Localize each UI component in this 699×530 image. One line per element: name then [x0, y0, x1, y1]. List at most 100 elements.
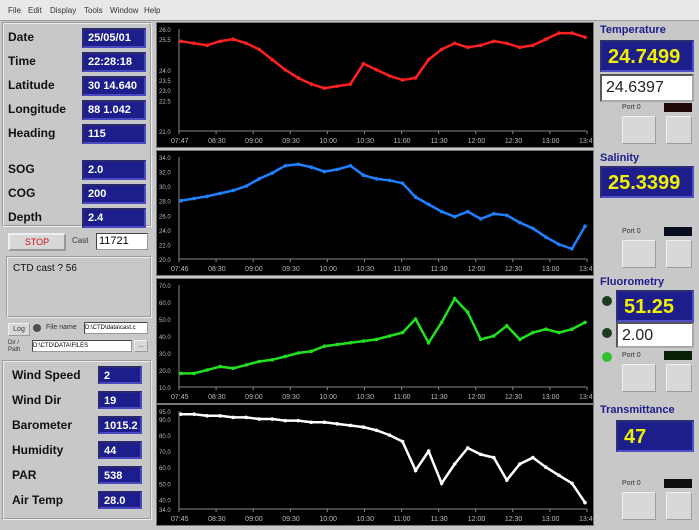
data-point — [361, 339, 366, 343]
data-point — [309, 82, 314, 86]
x-tick-label: 07:46 — [171, 266, 189, 273]
y-tick-label: 26.0 — [159, 28, 171, 34]
transmittance-chart: 95.0 90.0 80.0 70.0 60.0 50.0 40.0 34.0 07:45 08:… — [156, 404, 594, 526]
cog-label: COG — [8, 186, 36, 200]
data-point — [439, 47, 444, 52]
depth-label: Depth — [8, 210, 42, 224]
data-point — [557, 330, 561, 335]
data-point — [491, 455, 496, 460]
data-point — [374, 428, 379, 433]
data-point — [478, 43, 483, 48]
data-point — [439, 209, 444, 214]
data-point — [544, 327, 548, 331]
data-point — [231, 188, 235, 193]
data-point — [361, 173, 366, 178]
data-point — [192, 371, 196, 376]
data-point — [348, 341, 353, 345]
file-name-label: File name — [46, 324, 77, 331]
log-led-icon — [33, 324, 41, 332]
menu-window[interactable]: Window — [110, 6, 139, 15]
transmittance-title: Transmittance — [600, 404, 675, 416]
menu-help[interactable]: Help — [144, 6, 161, 15]
salinity-scale-button[interactable] — [666, 240, 692, 268]
y-tick-label: 22.0 — [159, 243, 171, 249]
x-tick-label: 08:30 — [208, 266, 226, 273]
data-point — [426, 341, 431, 345]
y-tick-label: 23.0 — [159, 89, 171, 95]
data-point — [244, 415, 248, 420]
browse-button[interactable]: ... — [134, 340, 148, 352]
x-tick-label: 12:00 — [468, 394, 486, 401]
y-tick-label: 10.0 — [159, 386, 171, 392]
nav-panel — [2, 22, 152, 227]
x-tick-label: 11:30 — [431, 138, 448, 145]
temperature-config-button[interactable] — [622, 116, 656, 144]
fluorometry-title: Fluorometry — [600, 276, 665, 288]
fluorometry-port-label: Port 0 — [622, 352, 641, 359]
fluorometry-led-icon — [602, 296, 612, 306]
data-point — [296, 351, 301, 355]
par-value: 538 — [98, 466, 142, 484]
met-panel — [2, 360, 152, 520]
log-button[interactable]: Log — [8, 323, 30, 336]
y-tick-label: 40.0 — [159, 498, 171, 504]
fluorometry-led-2-icon — [602, 328, 612, 338]
stop-button[interactable]: STOP — [8, 233, 66, 251]
status-text: CTD cast ? 56 — [13, 263, 77, 274]
data-point — [557, 473, 561, 478]
y-tick-label: 28.0 — [159, 200, 171, 206]
fluorometry-config-button[interactable] — [622, 364, 656, 392]
y-tick-label: 70.0 — [159, 450, 171, 456]
data-point — [544, 235, 548, 239]
dir-path-field[interactable]: D:\CTD\DATA\FILES — [32, 340, 132, 352]
data-point — [374, 177, 379, 181]
data-point — [505, 41, 509, 46]
x-tick-label: 13:4 — [579, 138, 593, 145]
x-tick-label: 09:00 — [245, 266, 263, 273]
x-tick-label: 11:00 — [394, 516, 411, 523]
data-point — [231, 366, 235, 371]
heading-label: Heading — [8, 126, 56, 140]
data-point — [335, 342, 340, 347]
x-tick-label: 07:47 — [171, 138, 189, 145]
data-series-line — [181, 412, 587, 504]
x-tick-label: 10:00 — [319, 516, 337, 523]
y-tick-label: 90.0 — [159, 418, 171, 424]
menu-display[interactable]: Display — [50, 6, 77, 15]
data-point — [296, 162, 301, 167]
file-name-field[interactable]: D:\CTD\data\cast.c — [84, 322, 148, 334]
data-point — [518, 462, 522, 466]
menu-edit[interactable]: Edit — [28, 6, 42, 15]
menu-tools[interactable]: Tools — [84, 6, 103, 15]
salinity-port-indicator — [664, 227, 692, 236]
data-point — [257, 47, 261, 52]
x-tick-label: 11:30 — [431, 266, 448, 273]
fluorometry-scale-button[interactable] — [666, 364, 692, 392]
data-point — [283, 163, 288, 168]
transmittance-config-button[interactable] — [622, 492, 656, 520]
cast-number-field[interactable]: 11721 — [96, 233, 148, 250]
data-point — [491, 39, 496, 44]
y-tick-label: 60.0 — [159, 466, 171, 472]
air-temp-label: Air Temp — [12, 493, 64, 507]
data-series-line — [180, 163, 587, 251]
temperature-value: 24.7499 — [600, 40, 694, 72]
y-tick-label: 23.5 — [159, 79, 171, 85]
menu-file[interactable]: File — [8, 6, 21, 15]
salinity-config-button[interactable] — [622, 240, 656, 268]
temperature-scale-button[interactable] — [666, 116, 692, 144]
data-point — [205, 194, 209, 199]
barometer-value: 1015.2 — [98, 416, 142, 434]
data-point — [348, 423, 353, 428]
data-point — [478, 217, 483, 221]
y-tick-label: 34.0 — [159, 508, 171, 514]
data-point — [387, 433, 392, 437]
time-label: Time — [8, 54, 36, 68]
y-tick-label: 80.0 — [159, 434, 171, 440]
data-point — [322, 86, 327, 90]
data-point — [335, 167, 340, 172]
data-point — [583, 320, 587, 325]
transmittance-scale-button[interactable] — [666, 492, 692, 520]
data-point — [505, 478, 509, 482]
longitude-value: 88 1.042 — [82, 100, 146, 120]
